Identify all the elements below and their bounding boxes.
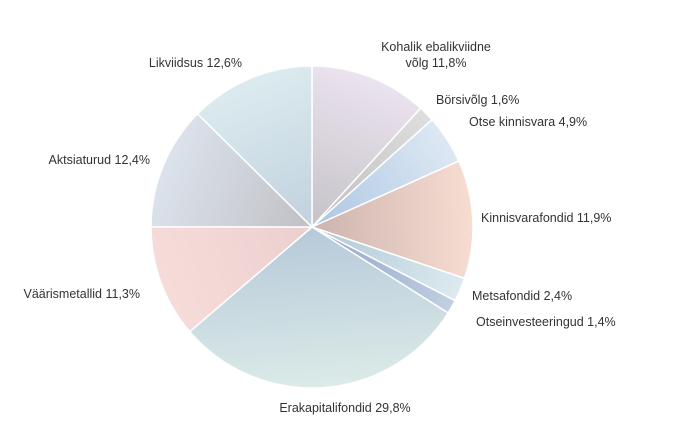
slice-label-8: Aktsiaturud 12,4% [49, 153, 150, 167]
pie-slice-0 [311, 65, 422, 228]
slice-label-0-line-1: võlg 11,8% [406, 56, 467, 70]
slice-label-3-line-0: Kinnisvarafondid 11,9% [481, 211, 611, 225]
slice-label-2-line-0: Otse kinnisvara 4,9% [469, 115, 587, 129]
pie-labels: Kohalik ebalikviidne võlg 11,8% Börsivõlg … [24, 40, 616, 415]
pie-slice-8 [150, 113, 313, 228]
slice-label-1-line-0: Börsivõlg 1,6% [436, 93, 519, 107]
slice-label-2: Otse kinnisvara 4,9% [469, 115, 587, 129]
pie-slice-3 [311, 160, 474, 280]
slice-label-7: Väärismetallid 11,3% [24, 287, 141, 301]
slice-label-7-line-0: Väärismetallid 11,3% [24, 287, 141, 301]
pie-slices [150, 65, 474, 389]
slice-label-5: Otseinvesteeringud 1,4% [476, 315, 616, 329]
pie-slice-7 [150, 226, 313, 333]
pie-slice-9 [196, 65, 313, 228]
slice-label-6: Erakapitalifondid 29,8% [279, 401, 410, 415]
slice-label-4-line-0: Metsafondid 2,4% [472, 289, 572, 303]
slice-label-9: Likviidsus 12,6% [149, 56, 242, 70]
slice-label-3: Kinnisvarafondid 11,9% [481, 211, 611, 225]
slice-label-4: Metsafondid 2,4% [472, 289, 572, 303]
slice-label-0: Kohalik ebalikviidne võlg 11,8% [381, 40, 491, 70]
slice-label-5-line-0: Otseinvesteeringud 1,4% [476, 315, 616, 329]
slice-label-6-line-0: Erakapitalifondid 29,8% [279, 401, 410, 415]
slice-label-9-line-0: Likviidsus 12,6% [149, 56, 242, 70]
slice-label-8-line-0: Aktsiaturud 12,4% [49, 153, 150, 167]
slice-label-0-line-0: Kohalik ebalikviidne [381, 40, 491, 54]
slice-label-1: Börsivõlg 1,6% [436, 93, 519, 107]
pie-slice-6 [188, 226, 449, 389]
